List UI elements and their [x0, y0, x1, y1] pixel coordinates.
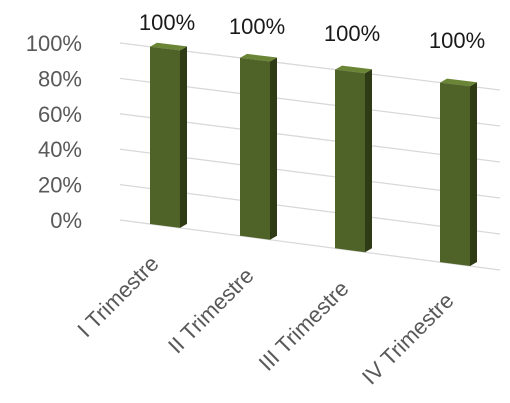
y-tick-label: 40% — [38, 137, 82, 162]
bars — [150, 42, 477, 267]
y-tick-label: 0% — [50, 208, 82, 233]
y-tick-label: 80% — [38, 66, 82, 91]
y-tick-label: 60% — [38, 102, 82, 127]
gridline — [119, 219, 501, 271]
bar-top-face — [150, 42, 187, 51]
bar-side-face — [365, 69, 372, 253]
bar-top-face — [335, 65, 372, 74]
bar-side-face — [180, 46, 187, 228]
bar-front-face — [240, 57, 270, 240]
bar — [150, 42, 187, 228]
y-tick-label: 100% — [26, 31, 82, 56]
y-axis-ticks: 0% 20% 40% 60% 80% 100% — [26, 31, 82, 233]
category-label: II Trimestre — [163, 263, 258, 358]
bar — [440, 78, 477, 267]
data-label: 100% — [229, 14, 285, 39]
category-label: IV Trimestre — [357, 288, 459, 390]
category-label: I Trimestre — [72, 251, 163, 342]
bar — [240, 53, 277, 240]
bar-front-face — [440, 82, 470, 267]
data-labels: 100% 100% 100% 100% — [139, 10, 485, 53]
bar-side-face — [470, 82, 477, 267]
data-label: 100% — [429, 28, 485, 53]
bar-top-face — [240, 53, 277, 62]
data-label: 100% — [324, 21, 380, 46]
bar — [335, 65, 372, 253]
bar-top-face — [440, 78, 477, 87]
bar-front-face — [150, 46, 180, 228]
data-label: 100% — [139, 10, 195, 35]
bar-front-face — [335, 69, 365, 253]
category-label: III Trimestre — [254, 276, 354, 376]
y-tick-label: 20% — [38, 173, 82, 198]
bar-side-face — [270, 57, 277, 240]
